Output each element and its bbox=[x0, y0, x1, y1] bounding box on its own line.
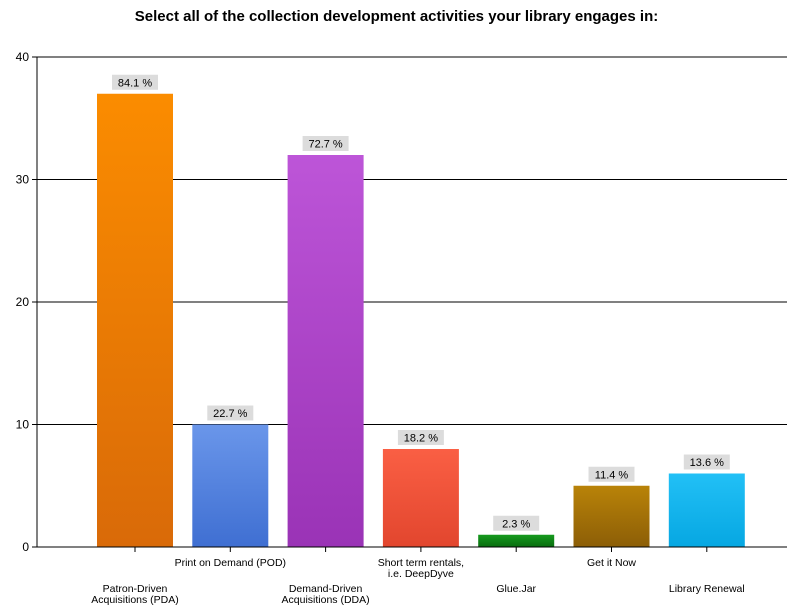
data-label-box-6 bbox=[683, 454, 730, 470]
chart-title: Select all of the collection development… bbox=[134, 8, 659, 25]
data-label-1: 22.7 % bbox=[213, 408, 247, 420]
data-label-box-5 bbox=[588, 466, 635, 482]
bar-1 bbox=[192, 424, 269, 547]
data-label-box-1 bbox=[207, 405, 254, 421]
y-tick-label-10: 10 bbox=[16, 418, 30, 432]
data-label-box-2 bbox=[302, 136, 349, 151]
bar-5 bbox=[573, 485, 650, 547]
x-tick-label-0: Patron-Driven Acquisitions (PDA) bbox=[91, 583, 179, 606]
data-label-6: 13.6 % bbox=[690, 457, 724, 469]
data-label-box-3 bbox=[397, 430, 444, 445]
bar-6 bbox=[668, 473, 745, 547]
y-tick-label-20: 20 bbox=[16, 295, 30, 309]
y-tick-label-40: 40 bbox=[16, 50, 30, 64]
axes: 0 10 20 30 40 Patron-Driven Acquisitions (PDA)… bbox=[16, 50, 787, 606]
x-tick-label-6: Library Renewal bbox=[669, 583, 745, 595]
y-tick-label-0: 0 bbox=[22, 540, 29, 554]
x-tick-label-4: Glue.Jar bbox=[496, 583, 536, 595]
bar-2 bbox=[287, 155, 364, 547]
data-label-box-0 bbox=[112, 74, 158, 90]
x-tick-label-5: Get it Now bbox=[587, 557, 636, 569]
data-label-5: 11.4 % bbox=[595, 469, 629, 481]
data-labels: 84.1 % 22.7 % 72.7 % 18.2 % 2.3 % 11.4 % 13.6 … bbox=[112, 74, 730, 531]
x-tick-label-1: Print on Demand (POD) bbox=[175, 557, 286, 569]
data-label-box-4 bbox=[493, 515, 540, 531]
y-tick-label-30: 30 bbox=[16, 173, 30, 187]
bar-4 bbox=[478, 534, 555, 547]
x-tick-label-2: Demand-Driven Acquisitions (DDA) bbox=[282, 583, 370, 606]
data-label-4: 2.3 % bbox=[502, 518, 530, 530]
bars bbox=[97, 93, 745, 547]
x-tick-label-3: Short term rentals, i.e. DeepDyve bbox=[378, 557, 464, 580]
bar-0 bbox=[97, 93, 173, 547]
data-label-0: 84.1 % bbox=[118, 77, 152, 89]
data-label-2: 72.7 % bbox=[308, 139, 342, 151]
bar-3 bbox=[382, 449, 459, 547]
data-label-3: 18.2 % bbox=[404, 433, 438, 445]
